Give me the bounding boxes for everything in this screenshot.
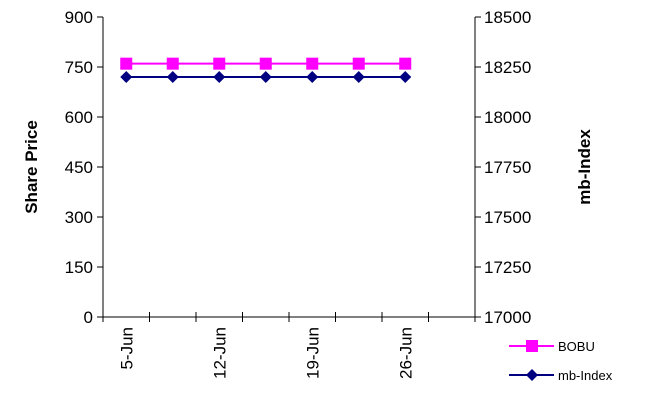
data-point-mb-index [352,71,365,83]
data-point-bobu [399,57,412,70]
legend-marker [526,340,538,352]
data-point-mb-index [120,71,133,83]
x-tick-label: 12-Jun [210,327,229,379]
data-point-bobu [306,57,319,70]
data-point-bobu [120,57,133,70]
data-point-bobu [352,57,365,70]
x-tick-label: 26-Jun [396,327,415,379]
right-y-axis-title: mb-Index [575,129,594,205]
left-y-tick-label: 750 [65,58,93,77]
right-y-ticks: 17000 17250 17500 17750 18000 18250 18500 [475,8,531,327]
x-ticks: 5-Jun 12-Jun 19-Jun 26-Jun [102,312,476,379]
legend-label: BOBU [558,339,595,354]
left-y-tick-label: 450 [65,158,93,177]
right-y-tick-label: 17500 [484,208,531,227]
x-tick-label: 5-Jun [117,327,136,370]
left-y-tick-label: 600 [65,108,93,127]
data-point-bobu [259,57,272,70]
data-point-mb-index [166,71,179,83]
left-y-ticks: 0 150 300 450 600 750 900 [65,8,103,327]
data-point-mb-index [213,71,226,83]
right-y-tick-label: 17250 [484,258,531,277]
left-y-tick-label: 300 [65,208,93,227]
legend: BOBU mb-Index [509,339,613,383]
right-y-tick-label: 18250 [484,58,531,77]
data-point-bobu [213,57,226,70]
right-y-tick-label: 18000 [484,108,531,127]
left-y-tick-label: 150 [65,258,93,277]
series-layer [120,57,412,83]
data-point-mb-index [399,71,412,83]
data-point-mb-index [259,71,272,83]
legend-label: mb-Index [558,368,613,383]
right-y-tick-label: 18500 [484,8,531,27]
right-y-tick-label: 17750 [484,158,531,177]
data-point-bobu [166,57,179,70]
x-tick-label: 19-Jun [303,327,322,379]
data-point-mb-index [306,71,319,83]
left-y-tick-label: 0 [84,308,93,327]
right-y-tick-label: 17000 [484,308,531,327]
left-y-axis-title: Share Price [22,120,41,214]
legend-marker [526,369,538,381]
plot-area [102,17,476,318]
left-y-tick-label: 900 [65,8,93,27]
